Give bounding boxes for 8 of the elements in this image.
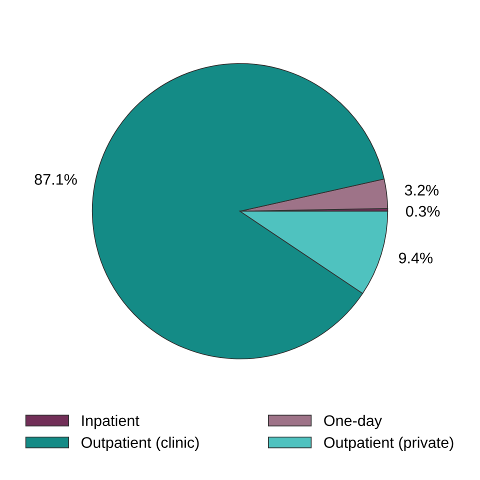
legend-label: One-day — [324, 414, 382, 430]
legend-label: Outpatient (clinic) — [82, 436, 199, 451]
data-label: 87.1% — [34, 174, 77, 185]
legend-label: Inpatient — [82, 414, 140, 430]
data-label: 0.3% — [406, 206, 440, 217]
data-label: 9.4% — [398, 252, 433, 264]
data-label: 3.2% — [404, 184, 439, 196]
legend-label: Outpatient (private) — [324, 436, 454, 451]
